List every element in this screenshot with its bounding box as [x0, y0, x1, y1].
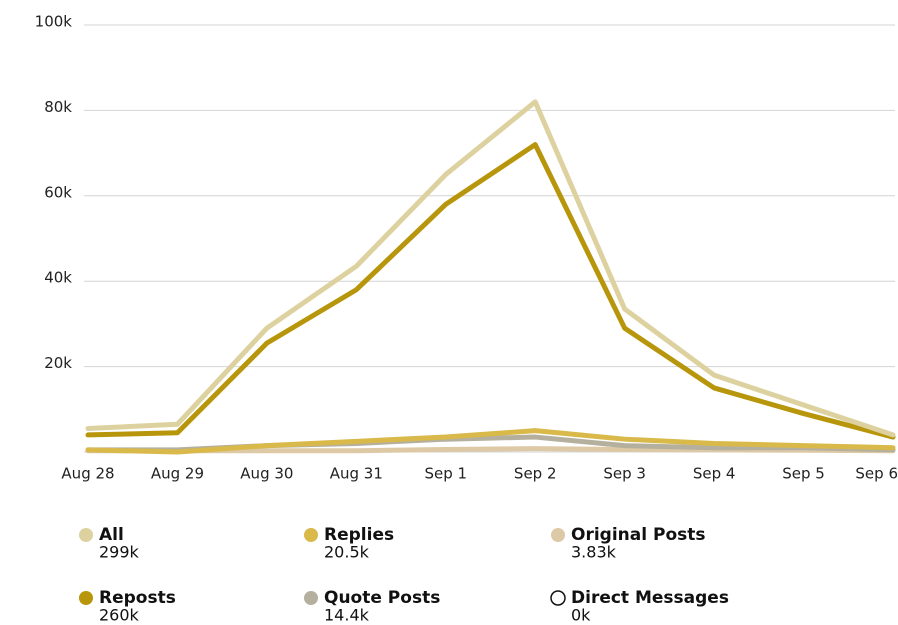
legend-marker — [79, 591, 93, 605]
legend-total: 299k — [99, 543, 140, 562]
y-tick-label: 60k — [44, 183, 72, 201]
series-line — [85, 142, 896, 440]
legend-name: Original Posts — [571, 525, 705, 545]
legend-marker — [551, 528, 565, 542]
legend-marker — [550, 590, 566, 606]
x-tick-label: Sep 6 — [855, 465, 898, 483]
y-tick-label: 20k — [44, 354, 72, 372]
legend-name: All — [99, 525, 124, 545]
x-tick-label: Sep 1 — [424, 465, 467, 483]
legend-total: 260k — [99, 606, 140, 625]
x-tick-label: Sep 2 — [514, 465, 557, 483]
y-tick-label: 80k — [44, 98, 72, 116]
legend-total: 14.4k — [324, 606, 370, 625]
x-tick-label: Sep 5 — [782, 465, 825, 483]
legend-name: Reposts — [99, 588, 176, 608]
x-tick-label: Aug 31 — [330, 465, 383, 483]
x-tick-label: Sep 4 — [693, 465, 736, 483]
legend-marker — [79, 528, 93, 542]
y-tick-label: 100k — [35, 13, 73, 31]
legend-total: 20.5k — [324, 543, 370, 562]
legend-name: Quote Posts — [324, 588, 440, 608]
x-tick-label: Aug 30 — [240, 465, 293, 483]
legend-marker — [304, 528, 318, 542]
x-tick-label: Aug 29 — [151, 465, 204, 483]
y-tick-label: 40k — [44, 269, 72, 287]
legend-name: Replies — [324, 525, 394, 545]
series-line — [85, 99, 896, 438]
legend-name: Direct Messages — [571, 588, 729, 608]
legend-total: 0k — [571, 606, 591, 625]
x-tick-label: Aug 28 — [61, 465, 114, 483]
legend-marker — [304, 591, 318, 605]
legend-total: 3.83k — [571, 543, 617, 562]
x-tick-label: Sep 3 — [603, 465, 646, 483]
series-line — [85, 428, 896, 455]
